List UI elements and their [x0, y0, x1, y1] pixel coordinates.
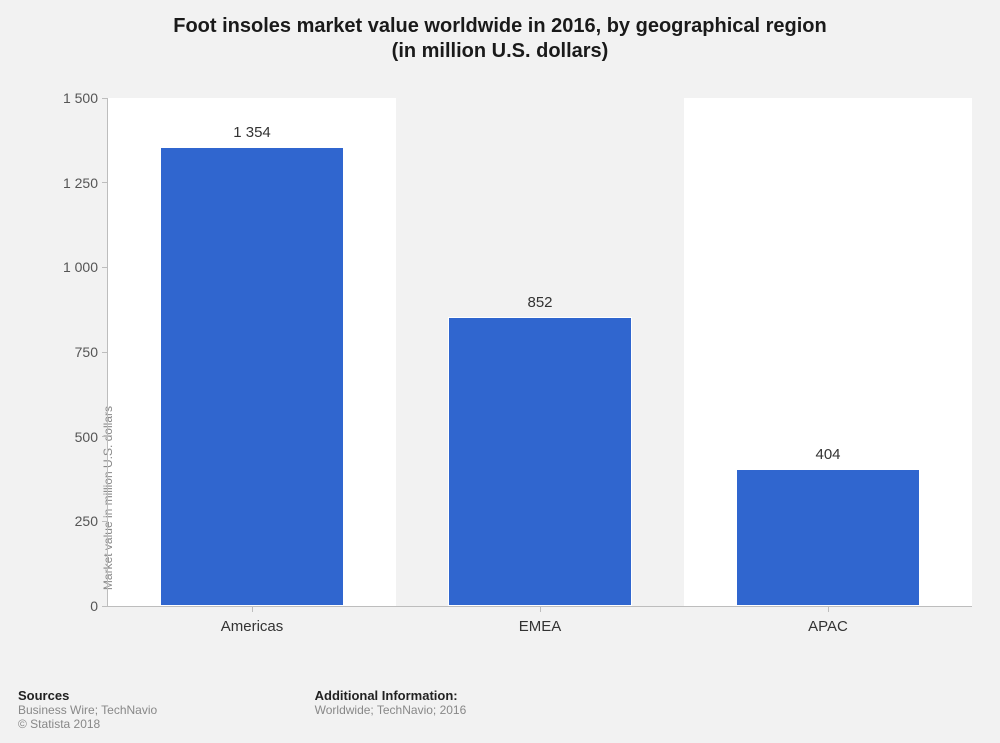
bar-apac — [736, 469, 920, 606]
bar-americas — [160, 147, 344, 606]
sources-heading: Sources — [18, 688, 157, 703]
bar-value-label: 852 — [527, 294, 552, 317]
sources-line1: Business Wire; TechNavio — [18, 703, 157, 717]
chart-footer: Sources Business Wire; TechNavio © Stati… — [18, 688, 982, 731]
y-tick-label: 1 000 — [63, 259, 108, 275]
y-axis-line — [107, 98, 108, 606]
y-tick-label: 1 500 — [63, 90, 108, 106]
chart-title: Foot insoles market value worldwide in 2… — [0, 0, 1000, 64]
additional-info-block: Additional Information: Worldwide; TechN… — [315, 688, 467, 717]
chart-title-line2: (in million U.S. dollars) — [0, 39, 1000, 64]
bar-value-label: 1 354 — [233, 124, 271, 147]
chart-area: Market value in million U.S. dollars 025… — [108, 98, 972, 606]
plot-area: 02505007501 0001 2501 5001 354Americas85… — [108, 98, 972, 606]
y-tick-label: 500 — [75, 429, 108, 445]
sources-line2: © Statista 2018 — [18, 717, 157, 731]
y-tick-label: 1 250 — [63, 175, 108, 191]
x-axis-line — [108, 606, 972, 607]
y-tick-label: 0 — [90, 598, 108, 614]
bar-emea — [448, 317, 632, 606]
chart-title-line1: Foot insoles market value worldwide in 2… — [0, 14, 1000, 39]
y-tick-label: 250 — [75, 513, 108, 529]
bar-value-label: 404 — [815, 446, 840, 469]
additional-info-heading: Additional Information: — [315, 688, 467, 703]
y-tick-label: 750 — [75, 344, 108, 360]
additional-info-line1: Worldwide; TechNavio; 2016 — [315, 703, 467, 717]
sources-block: Sources Business Wire; TechNavio © Stati… — [18, 688, 157, 731]
